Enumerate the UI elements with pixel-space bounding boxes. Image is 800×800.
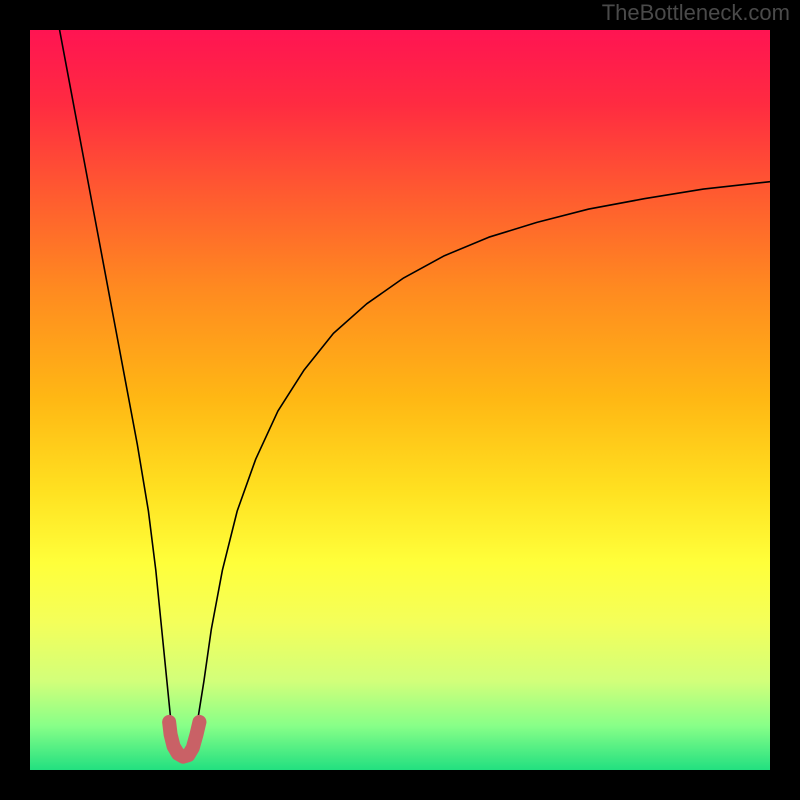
chart-container: TheBottleneck.com <box>0 0 800 800</box>
plot-area <box>30 30 770 770</box>
bottleneck-chart <box>0 0 800 800</box>
